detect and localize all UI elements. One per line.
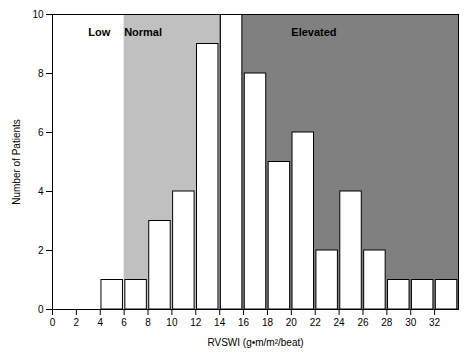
svg-text:30: 30 [405,317,417,328]
svg-text:20: 20 [286,317,298,328]
svg-text:4: 4 [38,186,44,197]
svg-text:18: 18 [262,317,274,328]
svg-text:2: 2 [38,245,44,256]
svg-text:24: 24 [334,317,346,328]
svg-text:Number of Patients: Number of Patients [11,119,22,205]
svg-text:22: 22 [310,317,322,328]
svg-text:8: 8 [145,317,151,328]
svg-text:32: 32 [429,317,441,328]
svg-text:12: 12 [190,317,202,328]
svg-text:8: 8 [38,68,44,79]
svg-text:Low: Low [88,26,110,38]
svg-text:28: 28 [381,317,393,328]
svg-text:6: 6 [121,317,127,328]
svg-text:6: 6 [38,127,44,138]
svg-text:Normal: Normal [124,26,162,38]
svg-text:RVSWI (g•m/m²/beat): RVSWI (g•m/m²/beat) [207,337,303,348]
svg-text:0: 0 [50,317,56,328]
svg-text:0: 0 [38,304,44,315]
svg-text:10: 10 [166,317,178,328]
svg-text:16: 16 [238,317,250,328]
svg-text:4: 4 [97,317,103,328]
svg-text:26: 26 [357,317,369,328]
svg-text:14: 14 [214,317,226,328]
svg-text:Elevated: Elevated [291,26,336,38]
svg-text:2: 2 [74,317,80,328]
svg-text:10: 10 [32,9,44,20]
